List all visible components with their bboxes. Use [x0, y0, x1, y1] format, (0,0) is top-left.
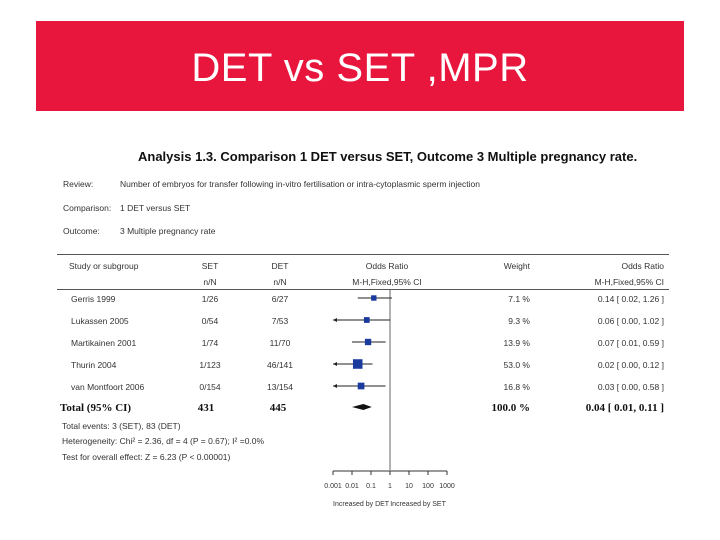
study-ci: 0.06 [ 0.00, 1.02 ] [597, 316, 664, 326]
study-name: Gerris 1999 [71, 294, 116, 304]
study-name: van Montfoort 2006 [71, 382, 145, 392]
header-rule-bottom [57, 289, 669, 290]
col-det: DET [271, 261, 289, 271]
det-events: 11/70 [269, 338, 291, 348]
set-events: 0/54 [201, 316, 219, 326]
det-events: 13/154 [267, 382, 293, 392]
ci-arrow [333, 318, 337, 322]
study-ci: 0.14 [ 0.02, 1.26 ] [597, 294, 664, 304]
total-label: Total (95% CI) [60, 402, 132, 414]
comparison-line: Comparison: 1 DET versus SET [63, 203, 190, 213]
col-study: Study or subgroup [69, 261, 139, 271]
col-det-sub: n/N [273, 277, 287, 287]
pooled-diamond [352, 404, 372, 410]
comparison-value: 1 DET versus SET [120, 203, 191, 213]
study-weight: 16.8 % [503, 382, 530, 392]
x-tick-label: 1 [388, 483, 392, 490]
analysis-heading: Analysis 1.3. Comparison 1 DET versus SE… [138, 149, 638, 164]
study-marker [371, 295, 377, 301]
review-line: Review: Number of embryos for transfer fo… [63, 179, 480, 189]
ci-arrow [333, 362, 337, 366]
study-marker [363, 317, 370, 323]
study-ci: 0.02 [ 0.00, 0.12 ] [597, 360, 664, 370]
col-or-sub: M-H,Fixed,95% CI [352, 277, 422, 287]
study-ci: 0.07 [ 0.01, 0.59 ] [597, 338, 664, 348]
review-key: Review: [63, 179, 94, 189]
header-rule-top [57, 254, 669, 255]
favours-left-label: Increased by DET [333, 501, 390, 508]
outcome-line: Outcome: 3 Multiple pregnancy rate [63, 226, 215, 236]
total-ci: 0.04 [ 0.01, 0.11 ] [585, 402, 664, 414]
study-ci: 0.03 [ 0.00, 0.58 ] [597, 382, 664, 392]
review-value: Number of embryos for transfer following… [120, 179, 480, 189]
outcome-key: Outcome: [63, 226, 100, 236]
favours-right-label: Increased by SET [390, 501, 446, 508]
total-det: 445 [269, 402, 287, 414]
title-banner: DET vs SET ,MPR [36, 21, 684, 111]
study-marker [364, 338, 372, 346]
x-tick-label: 0.1 [366, 483, 376, 490]
set-events: 0/154 [199, 382, 221, 392]
overall-effect: Test for overall effect: Z = 6.23 (P < 0… [62, 452, 231, 462]
study-name: Thurin 2004 [71, 360, 117, 370]
total-weight: 100.0 % [491, 402, 531, 414]
x-tick-label: 10 [405, 483, 413, 490]
comparison-key: Comparison: [63, 203, 112, 213]
set-events: 1/74 [201, 338, 219, 348]
col-set: SET [201, 261, 219, 271]
col-or: Odds Ratio [365, 261, 409, 271]
x-tick-label: 0.01 [345, 483, 359, 490]
col-or2: Odds Ratio [621, 261, 664, 271]
x-tick-label: 1000 [439, 483, 455, 490]
study-weight: 53.0 % [503, 360, 530, 370]
ci-arrow [333, 384, 337, 388]
study-weight: 9.3 % [508, 316, 530, 326]
col-or2-sub: M-H,Fixed,95% CI [594, 277, 664, 287]
col-weight: Weight [503, 261, 530, 271]
outcome-value: 3 Multiple pregnancy rate [120, 226, 216, 236]
study-marker [352, 359, 363, 369]
total-events: Total events: 3 (SET), 83 (DET) [62, 421, 181, 431]
slide-title: DET vs SET ,MPR [191, 46, 529, 90]
study-name: Lukassen 2005 [71, 316, 129, 326]
x-tick-label: 0.001 [324, 483, 342, 490]
x-tick-label: 100 [422, 483, 434, 490]
study-weight: 7.1 % [508, 294, 530, 304]
set-events: 1/123 [199, 360, 221, 370]
total-set: 431 [197, 402, 215, 414]
det-events: 46/141 [267, 360, 293, 370]
det-events: 7/53 [271, 316, 289, 326]
study-weight: 13.9 % [503, 338, 530, 348]
col-set-sub: n/N [203, 277, 217, 287]
det-events: 6/27 [271, 294, 289, 304]
study-marker [357, 382, 365, 390]
study-name: Martikainen 2001 [71, 338, 137, 348]
heterogeneity: Heterogeneity: Chi² = 2.36, df = 4 (P = … [62, 436, 265, 446]
set-events: 1/26 [201, 294, 219, 304]
